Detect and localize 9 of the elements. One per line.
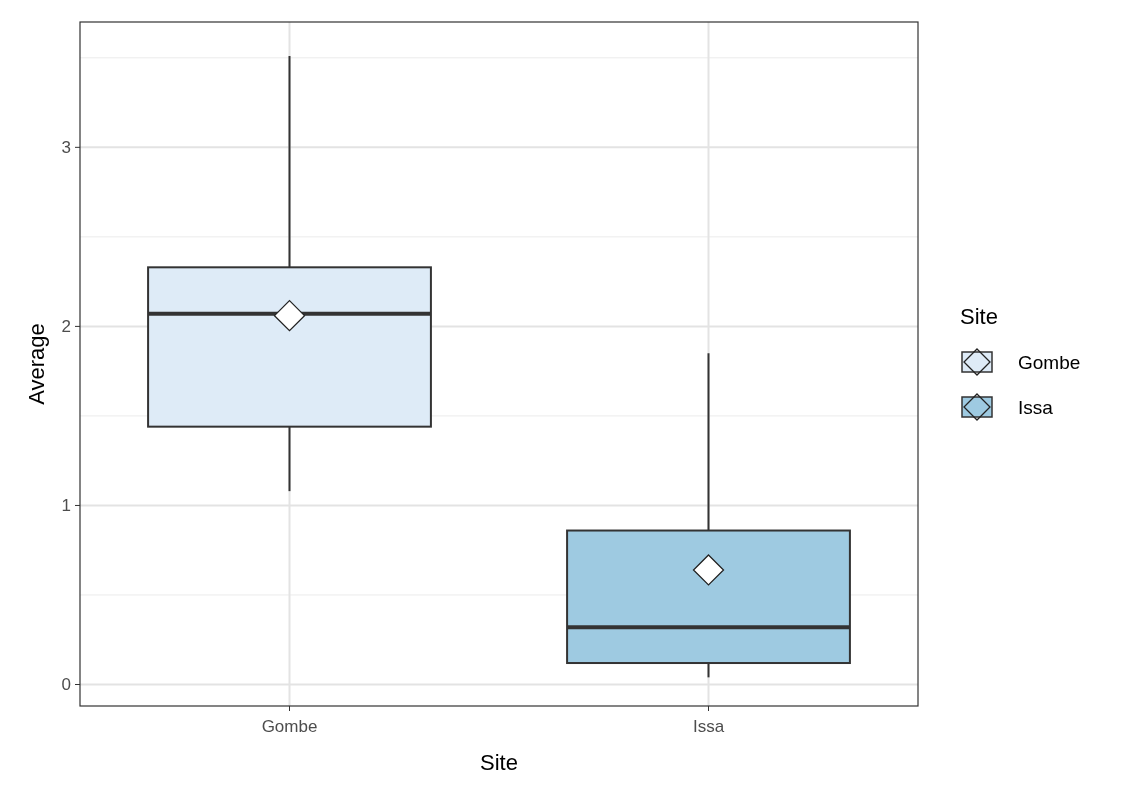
y-tick-label: 0 [61,675,71,695]
y-tick-label: 3 [61,138,71,158]
y-tick-label: 2 [61,317,71,337]
legend-label: Issa [1018,396,1054,418]
y-tick-label: 1 [61,496,71,516]
y-axis-title: Average [24,323,49,405]
legend-title: Site [960,304,998,329]
x-axis-title: Site [480,750,518,775]
legend-label: Gombe [1018,351,1081,373]
